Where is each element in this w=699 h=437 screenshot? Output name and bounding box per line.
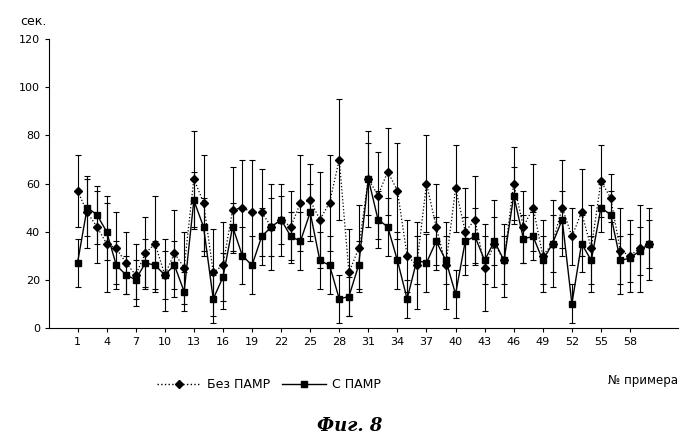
Text: № примера: № примера bbox=[608, 374, 678, 387]
Text: сек.: сек. bbox=[21, 15, 47, 28]
Text: Фиг. 8: Фиг. 8 bbox=[317, 417, 382, 435]
Legend: Без ПАМР, С ПАМР: Без ПАМР, С ПАМР bbox=[152, 374, 387, 396]
